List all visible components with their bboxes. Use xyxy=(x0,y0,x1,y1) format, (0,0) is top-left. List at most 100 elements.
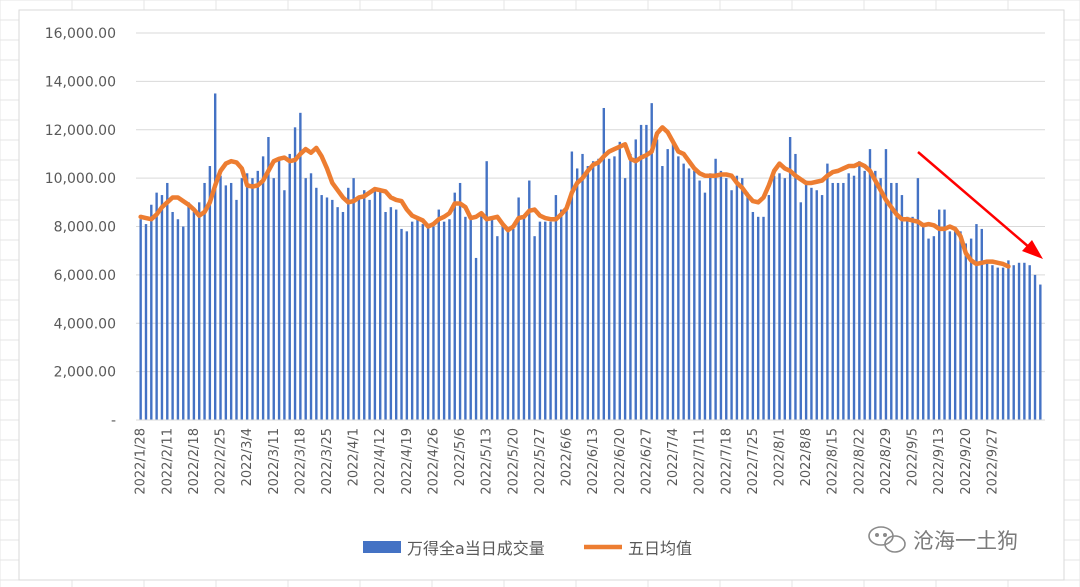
x-tick-label: 2022/8/15 xyxy=(826,428,841,495)
volume-bar xyxy=(485,161,488,420)
volume-bar xyxy=(586,166,590,420)
volume-bar xyxy=(639,124,643,420)
volume-bar xyxy=(895,182,898,420)
volume-bar xyxy=(937,209,941,420)
x-tick-label: 2022/5/6 xyxy=(453,428,468,486)
x-tick-label: 2022/8/29 xyxy=(879,428,894,495)
volume-bar xyxy=(426,224,430,420)
volume-bar xyxy=(496,236,499,420)
x-tick-label: 2022/4/1 xyxy=(347,428,362,486)
volume-bar xyxy=(384,211,387,420)
y-tick-label: 8,000.00 xyxy=(54,220,116,236)
volume-bar xyxy=(820,195,824,420)
volume-bar xyxy=(458,182,462,420)
volume-bar xyxy=(911,216,914,420)
volume-bar xyxy=(964,243,968,420)
red-down-arrow-icon xyxy=(917,151,1043,259)
volume-bar xyxy=(150,204,153,420)
volume-bar xyxy=(544,221,547,420)
volume-bar xyxy=(400,228,403,420)
volume-bar xyxy=(267,137,270,420)
volume-bar xyxy=(538,221,542,420)
volume-bar xyxy=(874,170,877,420)
volume-bar xyxy=(661,166,664,420)
y-tick-label: 16,000.00 xyxy=(45,26,116,42)
volume-bar xyxy=(581,153,584,420)
volume-bar xyxy=(900,195,904,420)
x-tick-label: 2022/7/4 xyxy=(666,428,681,486)
volume-bar xyxy=(602,107,606,420)
volume-bar xyxy=(985,260,989,420)
volume-bar xyxy=(618,141,621,420)
legend-line-label: 五日均值 xyxy=(628,539,692,558)
volume-bar xyxy=(655,139,659,420)
volume-bar xyxy=(352,178,355,421)
volume-bar xyxy=(368,199,371,420)
volume-bar xyxy=(347,187,350,420)
volume-bar xyxy=(607,158,611,420)
x-tick-label: 2022/1/28 xyxy=(134,428,149,495)
volume-bar xyxy=(570,151,574,420)
x-tick-label: 2022/2/18 xyxy=(187,428,202,495)
y-tick-label: 12,000.00 xyxy=(45,123,116,139)
y-tick-label: 10,000.00 xyxy=(45,171,116,187)
volume-bar xyxy=(373,190,377,420)
x-tick-label: 2022/3/25 xyxy=(320,428,335,495)
x-tick-label: 2022/7/25 xyxy=(746,428,761,495)
volume-bar xyxy=(549,221,552,420)
volume-bar xyxy=(442,221,446,420)
volume-bar xyxy=(799,202,802,420)
y-tick-label: 6,000.00 xyxy=(54,268,116,284)
x-tick-label: 2022/8/1 xyxy=(772,428,787,486)
volume-bar xyxy=(432,226,435,420)
volume-bar xyxy=(304,178,307,421)
legend-bar-label: 万得全a当日成交量 xyxy=(407,539,545,558)
volume-bar xyxy=(490,219,494,420)
x-tick-label: 2022/5/27 xyxy=(533,428,548,495)
volume-bar xyxy=(240,178,244,421)
volume-bar xyxy=(815,190,818,420)
x-tick-label: 2022/5/13 xyxy=(480,428,495,495)
watermark-text: 沧海一土狗 xyxy=(913,529,1018,553)
x-tick-label: 2022/8/22 xyxy=(852,428,867,495)
x-tick-label: 2022/8/8 xyxy=(799,428,814,486)
volume-bar xyxy=(506,231,510,420)
volume-bar xyxy=(772,175,776,420)
volume-bar xyxy=(922,226,925,420)
volume-bar xyxy=(357,197,361,420)
volume-bar xyxy=(623,178,627,421)
volume-bar xyxy=(437,209,440,420)
volume-bar xyxy=(187,202,190,420)
volume-bar xyxy=(996,267,999,420)
volume-bar xyxy=(719,170,723,420)
volume-bar xyxy=(405,231,409,420)
volume-bar xyxy=(629,153,632,420)
volume-bar xyxy=(363,190,366,420)
x-tick-label: 2022/6/20 xyxy=(613,428,628,495)
bar-series xyxy=(139,93,1042,421)
volume-bar xyxy=(394,209,398,420)
volume-bar xyxy=(522,216,526,420)
volume-bar xyxy=(698,180,701,420)
legend: 万得全a当日成交量 五日均值 xyxy=(363,539,692,558)
x-tick-label: 2022/7/11 xyxy=(693,428,708,495)
legend-bar-swatch xyxy=(363,541,401,553)
volume-bar xyxy=(735,175,739,420)
volume-bar xyxy=(1001,267,1005,420)
volume-bar xyxy=(1007,260,1010,420)
y-axis-tick-labels: - 2,000.00 4,000.00 6,000.00 8,000.00 10,000.… xyxy=(45,26,116,429)
volume-bar xyxy=(767,195,771,420)
volume-bar xyxy=(831,182,834,420)
volume-bar xyxy=(325,197,329,420)
volume-bar xyxy=(863,170,866,420)
volume-bar xyxy=(261,156,265,421)
volume-bar xyxy=(139,219,142,420)
volume-bar xyxy=(852,175,856,420)
x-tick-label: 2022/9/20 xyxy=(959,428,974,495)
volume-bar xyxy=(235,199,238,420)
x-tick-label: 2022/6/13 xyxy=(586,428,601,495)
volume-bar xyxy=(192,211,196,420)
volume-bar xyxy=(1012,265,1015,420)
x-tick-label: 2022/2/11 xyxy=(160,428,175,495)
volume-bar xyxy=(948,231,952,420)
